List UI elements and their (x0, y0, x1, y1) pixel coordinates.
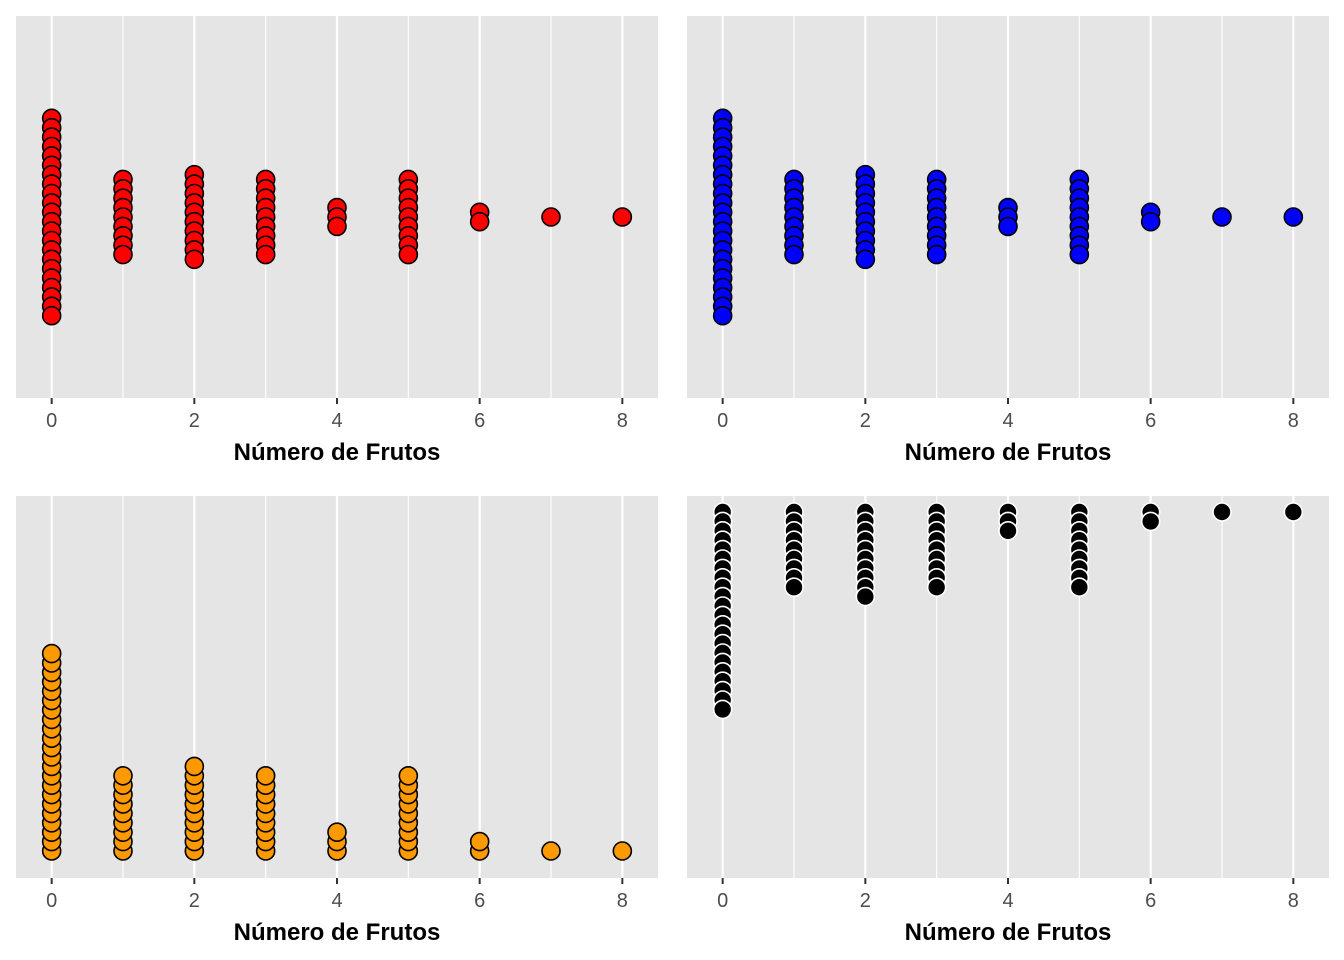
data-dot (41, 643, 62, 664)
data-dot (541, 841, 561, 861)
data-dot (398, 765, 419, 786)
x-tick-label: 2 (860, 410, 871, 432)
data-dot (926, 577, 947, 598)
x-tick-label: 6 (474, 890, 485, 912)
data-dot (41, 305, 62, 326)
data-dot (1212, 502, 1232, 522)
dot-series (41, 643, 633, 861)
x-tick-label: 2 (860, 890, 871, 912)
x-tick-label: 0 (46, 890, 57, 912)
x-axis-title: Número de Frutos (234, 919, 441, 946)
chart-panel-1: 0 2 4 6 8 Número de Frutos (16, 16, 658, 466)
data-dot (469, 831, 490, 852)
x-tick-label: 4 (1002, 890, 1013, 912)
data-dot (541, 207, 561, 227)
data-dot (712, 305, 733, 326)
data-dot (469, 211, 490, 232)
data-dot (184, 249, 205, 270)
x-tick-label: 4 (331, 890, 342, 912)
data-dot (998, 520, 1018, 541)
data-dot (184, 756, 205, 777)
data-dot (1283, 207, 1304, 227)
data-dot (612, 207, 633, 227)
x-axis-title: Número de Frutos (905, 439, 1112, 466)
x-tick-label: 8 (617, 410, 628, 432)
data-dot (113, 244, 133, 265)
data-dot (712, 699, 733, 720)
data-dot (784, 244, 804, 265)
data-dot (327, 216, 347, 237)
x-axis-title: Número de Frutos (905, 919, 1112, 946)
data-dot (998, 216, 1018, 237)
data-dot (327, 822, 347, 843)
data-dot (1140, 511, 1161, 532)
data-dot (612, 841, 633, 861)
data-dot (855, 586, 876, 607)
data-dot (398, 244, 419, 265)
x-tick-label: 8 (1288, 890, 1299, 912)
data-dot (113, 765, 133, 786)
dot-series (712, 502, 1304, 720)
dot-series (41, 108, 633, 326)
chart-panel-4: 0 2 4 6 8 Número de Frutos (687, 496, 1329, 946)
chart-panel-2: 0 2 4 6 8 Número de Frutos (687, 16, 1329, 466)
x-tick-label: 0 (46, 410, 57, 432)
chart-panel-3: 0 2 4 6 8 Número de Frutos (16, 496, 658, 946)
x-tick-label: 2 (189, 890, 200, 912)
x-axis-title: Número de Frutos (234, 439, 441, 466)
dot-series (712, 108, 1304, 326)
x-tick-label: 6 (474, 410, 485, 432)
x-tick-label: 8 (617, 890, 628, 912)
data-dot (784, 577, 804, 598)
x-tick-label: 4 (1002, 410, 1013, 432)
data-dot (855, 249, 876, 270)
x-tick-label: 6 (1145, 410, 1156, 432)
data-dot (255, 765, 276, 786)
x-tick-label: 8 (1288, 410, 1299, 432)
data-dot (1283, 502, 1304, 522)
x-tick-label: 2 (189, 410, 200, 432)
x-tick-label: 6 (1145, 890, 1156, 912)
x-tick-label: 4 (331, 410, 342, 432)
data-dot (1212, 207, 1232, 227)
data-dot (1069, 244, 1090, 265)
data-dot (926, 244, 947, 265)
data-dot (1069, 577, 1090, 598)
data-dot (1140, 211, 1161, 232)
x-tick-label: 0 (717, 410, 728, 432)
x-tick-label: 0 (717, 890, 728, 912)
data-dot (255, 244, 276, 265)
